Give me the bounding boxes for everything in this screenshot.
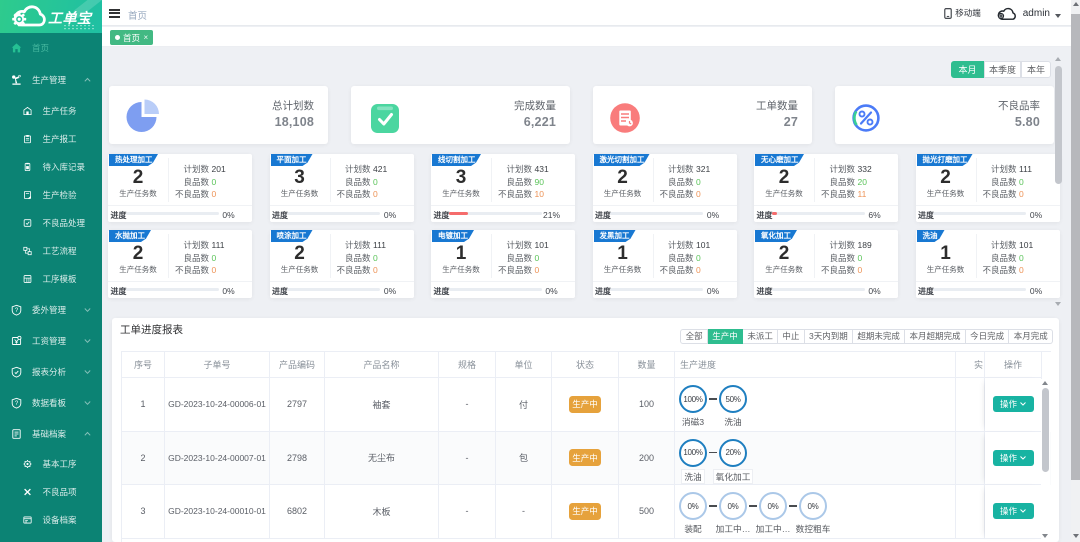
svg-text:?: ? [15, 401, 19, 407]
svg-text:?: ? [15, 308, 19, 314]
